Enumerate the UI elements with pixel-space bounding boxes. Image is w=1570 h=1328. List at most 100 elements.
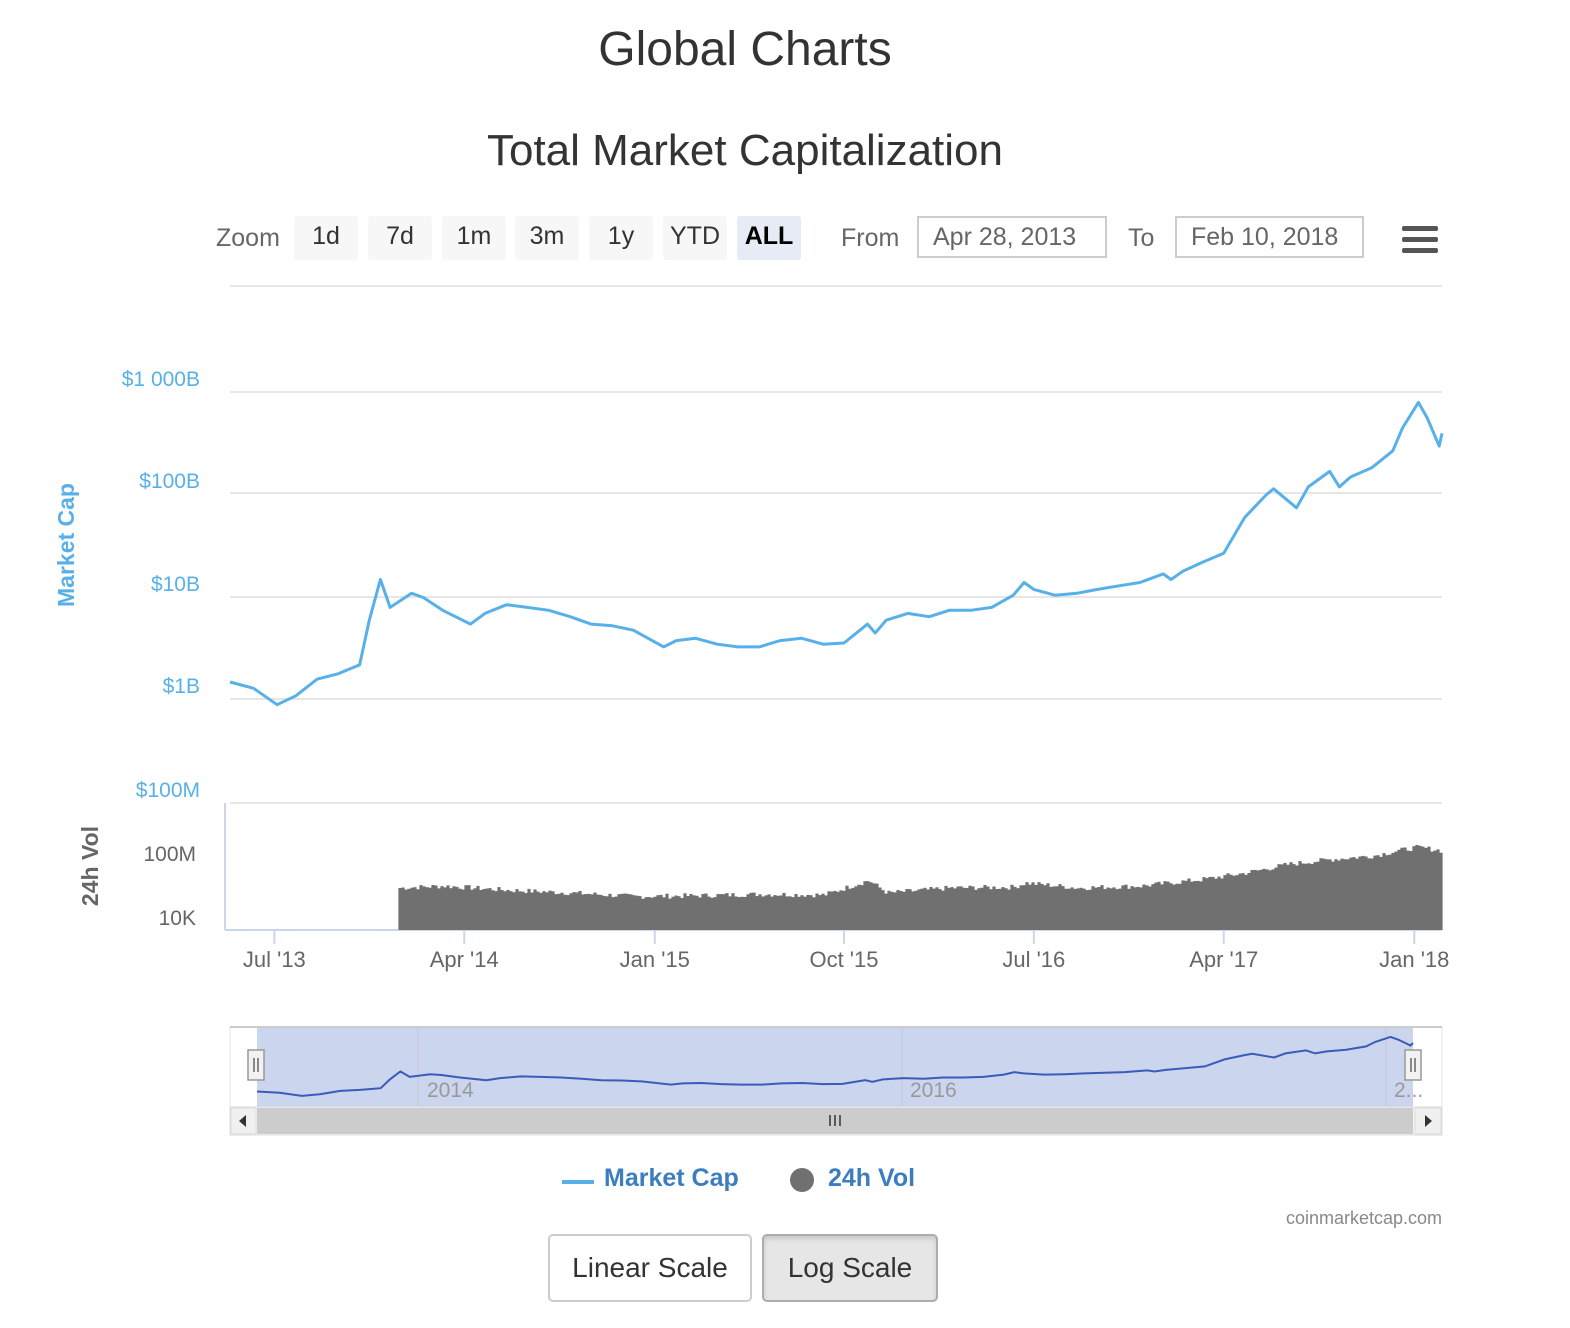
navigator-handle-left[interactable] [247,1049,265,1081]
volume-bar [1271,869,1275,930]
volume-bar [560,892,564,930]
volume-bar [830,891,834,930]
volume-bar [1427,846,1431,930]
volume-bar [413,887,417,930]
range-selector: Zoom 1d 7d 1m 3m 1y YTD ALL From Apr 28,… [0,216,1570,262]
volume-bar [911,891,915,930]
volume-bar [515,889,519,930]
volume-bar [947,887,951,930]
zoom-1m-button[interactable]: 1m [442,216,506,260]
volume-bar [890,891,894,930]
volume-bar [761,896,765,930]
from-date-input[interactable]: Apr 28, 2013 [917,216,1107,258]
navigator-label-2014: 2014 [427,1079,474,1102]
volume-bar [1028,884,1032,930]
y-tick-1b: $1B [163,675,200,698]
gridlines [230,391,1442,804]
volume-bar [653,896,657,930]
volume-bar [788,896,792,930]
volume-bar [1034,884,1038,930]
credit-link[interactable]: coinmarketcap.com [1285,1208,1442,1228]
volume-bar [644,897,648,930]
volume-bar [1178,883,1182,930]
legend-24h-vol-label[interactable]: 24h Vol [828,1164,916,1192]
volume-bar [500,890,504,930]
volume-bar [1376,855,1380,930]
volume-bar [836,891,840,930]
volume-bar [1313,862,1317,930]
scroll-left-arrow-icon[interactable] [230,1107,257,1135]
volume-bar [1256,870,1260,930]
zoom-7d-button[interactable]: 7d [368,216,432,260]
volume-bar [1235,875,1239,930]
volume-bar [596,894,600,930]
scroll-right-arrow-icon[interactable] [1414,1107,1442,1135]
volume-bar [581,894,585,930]
volume-bar [962,887,966,930]
volume-bar [1058,884,1062,930]
volume-bar [1349,857,1353,930]
volume-bar [506,889,510,930]
volume-bar [536,891,540,930]
hamburger-menu-icon[interactable] [1402,226,1438,254]
volume-bar [908,889,912,930]
volume-bar [1145,885,1149,930]
volume-bar [785,896,789,930]
zoom-1y-button[interactable]: 1y [589,216,653,260]
volume-bar [728,896,732,930]
volume-bar [1340,858,1344,930]
volume-bar [713,897,717,930]
volume-bar [1010,884,1014,930]
navigator-line [256,1035,1414,1097]
volume-bar [1286,864,1290,930]
volume-bar [971,886,975,930]
from-label: From [841,224,900,252]
volume-bar [521,891,525,930]
y-tick-1000b: $1 000B [122,368,200,391]
legend-market-cap-label[interactable]: Market Cap [604,1164,739,1192]
volume-bar [731,893,735,930]
volume-bar [710,897,714,930]
volume-bar [743,897,747,930]
volume-bar [680,898,684,930]
volume-bar [899,891,903,930]
volume-bar [1091,886,1095,930]
volume-bar [1403,847,1407,930]
volume-bar [932,888,936,930]
zoom-3m-button[interactable]: 3m [515,216,579,260]
volume-bar [1337,860,1341,930]
volume-bar [1073,888,1077,930]
volume-bar [1409,851,1413,930]
volume-bar [1274,867,1278,930]
volume-bar [404,889,408,930]
volume-bar [671,896,675,930]
volume-bar [905,889,909,930]
volume-bar [557,893,561,930]
to-date-input[interactable]: Feb 10, 2018 [1175,216,1364,258]
volume-bar [1109,888,1113,930]
volume-bar [470,889,474,930]
volume-bar [1247,873,1251,930]
page-title: Global Charts [598,23,892,76]
zoom-1d-button[interactable]: 1d [294,216,358,260]
zoom-all-button[interactable]: ALL [737,216,801,260]
y-tick-100b: $100B [139,470,200,493]
legend: Market Cap 24h Vol [0,1160,1570,1200]
volume-bar [845,885,849,930]
log-scale-button[interactable]: Log Scale [762,1234,938,1302]
volume-bar [1331,861,1335,930]
zoom-ytd-button[interactable]: YTD [663,216,727,260]
x-tick-label: Apr '17 [1189,947,1258,972]
volume-bar [1121,885,1125,930]
volume-bar [773,895,777,930]
volume-bar [602,895,606,930]
volume-bar [854,886,858,930]
volume-bar [1169,883,1173,930]
vol-y-tick-top: $100M [136,779,200,802]
volume-bar [1277,864,1281,930]
volume-bar [428,887,432,930]
navigator-handle-right[interactable] [1404,1049,1422,1081]
linear-scale-button[interactable]: Linear Scale [548,1234,752,1302]
volume-bar [1022,885,1026,930]
volume-bar [1124,884,1128,930]
